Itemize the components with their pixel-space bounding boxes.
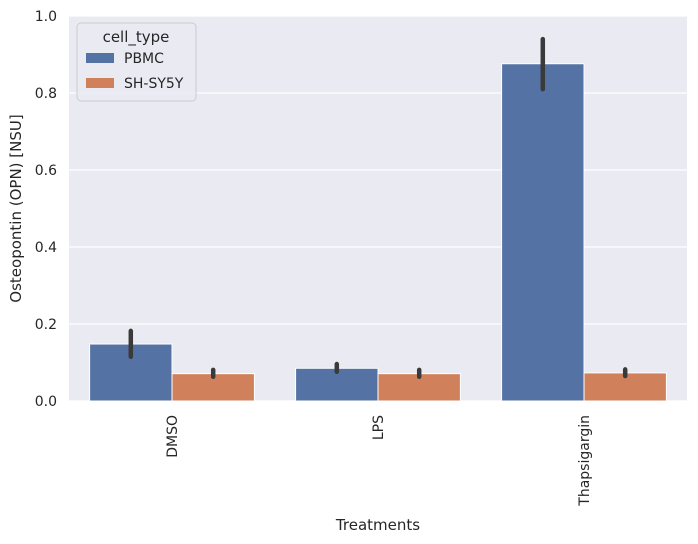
legend-label-sh-sy5y: SH-SY5Y bbox=[124, 76, 184, 92]
bar-pbmc-thapsigargin bbox=[501, 63, 585, 402]
x-axis-label: Treatments bbox=[335, 516, 420, 534]
y-axis-label: Osteopontin (OPN) [NSU] bbox=[7, 114, 25, 302]
x-tick-label: Thapsigargin bbox=[577, 415, 593, 507]
legend-title: cell_type bbox=[103, 28, 170, 47]
x-tick-label: LPS bbox=[371, 415, 387, 440]
y-tick-label: 0.4 bbox=[35, 240, 57, 256]
y-tick-label: 1.0 bbox=[35, 9, 57, 25]
legend-swatch-sh-sy5y bbox=[86, 78, 114, 88]
x-tick-labels: DMSO LPS Thapsigargin bbox=[165, 415, 593, 507]
legend-swatch-pbmc bbox=[86, 53, 114, 63]
y-tick-label: 0.8 bbox=[35, 86, 57, 102]
x-tick-label: DMSO bbox=[165, 415, 181, 458]
error-bars bbox=[128, 36, 628, 379]
y-tick-label: 0.0 bbox=[35, 394, 57, 410]
legend: cell_type PBMC SH-SY5Y bbox=[76, 22, 197, 102]
legend-label-pbmc: PBMC bbox=[124, 51, 164, 67]
bar-sh-sy5y-thapsigargin bbox=[583, 372, 667, 402]
y-tick-label: 0.6 bbox=[35, 163, 57, 179]
y-tick-labels: 0.0 0.2 0.4 0.6 0.8 1.0 bbox=[35, 9, 57, 410]
y-tick-label: 0.2 bbox=[35, 317, 57, 333]
